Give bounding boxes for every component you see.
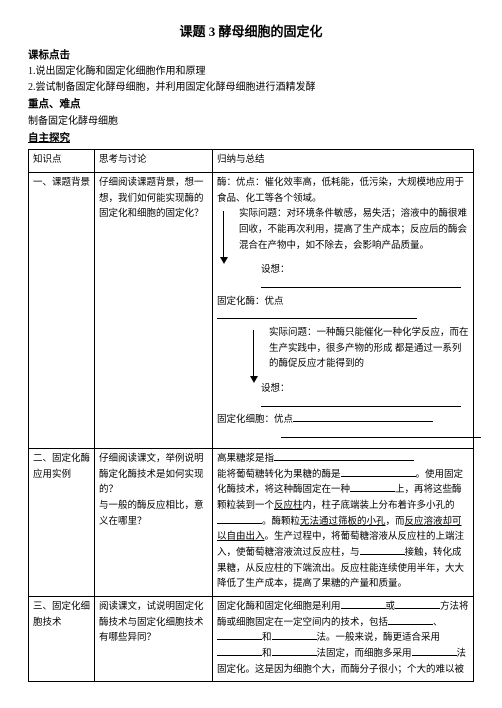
r3c3-a-pre: 固定化酶和固定化细胞是利用 [217, 602, 341, 612]
r3c3-wrap: 固定化酶和固定化细胞是利用或方法将酶或细胞固定在一定空间内的技术，包括、和法。一… [217, 600, 469, 678]
arrow-1 [223, 211, 224, 257]
blank-8 [350, 484, 395, 493]
blank-15 [272, 632, 317, 641]
r3-c2: 阅读课文，试说明固定化酶技术与固定化细胞技术有哪些异同？ [95, 596, 213, 681]
r1c3-l1: 酶：优点：催化效率高，低耗能，低污染，大规模地应用于食品、化工等各个领域。 [217, 176, 469, 207]
heading-zdnd: 重点、难点 [28, 97, 474, 113]
blank-7 [341, 468, 416, 477]
table-row-3: 三、固定化细胞技术 阅读课文，试说明固定化酶技术与固定化细胞技术有哪些异同？ 固… [29, 596, 474, 681]
r3c3-c-post: 法固定，而细胞多采用 [317, 649, 412, 659]
r2c2-a: 仔细阅读课文，举例说明酶定化酶技术是如何实现的？ [99, 452, 208, 499]
kebiao-item-2: 2.尝试制备固定化酵母细胞，并利用固定化酵母细胞进行酒精发酵 [28, 80, 474, 96]
r2c2-b: 与一般的酶反应相比，意义在哪里？ [99, 499, 208, 530]
table-row-1: 一、课题背景 仔细阅读课题背景，想一想，我们如何能实现酶的固定化和细胞的固定化？… [29, 173, 474, 449]
r2c3-c-u2: 无法通过筛板的小孔 [300, 517, 386, 527]
r3c3-b-mid1: 和 [262, 633, 272, 643]
blank-10 [360, 546, 405, 555]
r2c3-a-wrap: 高果糖浆是指 [217, 452, 469, 468]
blank-11 [341, 600, 386, 609]
blank-16 [217, 647, 262, 656]
r1c3-l5-label: 实际问题： [269, 328, 317, 338]
blank-14 [217, 632, 262, 641]
header-c1: 知识点 [29, 150, 95, 173]
r1c3-l3-wrap: 设想： [217, 263, 469, 294]
r1c3-l4-wrap: 固定化酶：优点 [217, 295, 469, 326]
blank-2 [217, 311, 417, 320]
zdnd-text: 制备固定化酵母细胞 [28, 114, 474, 130]
blank-9 [217, 515, 262, 524]
r1c3-l7-wrap: 固定化细胞：优点 [217, 413, 469, 429]
blank-3 [261, 398, 461, 407]
r1-c2: 仔细阅读课题背景，想一想，我们如何能实现酶的固定化和细胞的固定化？ [95, 173, 213, 449]
heading-kebiao: 课标点击 [28, 48, 474, 64]
r2c3-c-post2: ，而 [386, 517, 405, 527]
r2-c3: 高果糖浆是指 能将葡萄糖转化为果糖的酶是。使用固定化酶技术，将这种酶固定在一种上… [213, 448, 474, 596]
r1-c1: 一、课题背景 [29, 173, 95, 449]
r2c3-a: 高果糖浆是指 [217, 454, 274, 464]
r1c3-l6: 设想： [261, 384, 290, 394]
blank-12 [395, 600, 440, 609]
r2-c1: 二、固定化酶应用实例 [29, 448, 95, 596]
blank-13 [388, 616, 433, 625]
r2c3-b-wrap: 能将葡萄糖转化为果糖的酶是。使用固定化酶技术，将这种酶固定在一种上，再将这些酶颗… [217, 468, 469, 593]
heading-zztj: 自主探究 [28, 131, 474, 147]
r2c3-c-u: 反应柱 [274, 501, 303, 511]
blank-18 [412, 647, 457, 656]
blank-17 [272, 647, 317, 656]
arrow-head-2 [250, 376, 258, 383]
r3-c3: 固定化酶和固定化细胞是利用或方法将酶或细胞固定在一定空间内的技术，包括、和法。一… [213, 596, 474, 681]
blank-6 [274, 452, 414, 461]
main-table: 知识点 思考与讨论 归纳与总结 一、课题背景 仔细阅读课题背景，想一想，我们如何… [28, 149, 474, 682]
header-c2: 思考与讨论 [95, 150, 213, 173]
r1c3-blank-row [217, 429, 469, 445]
r2c3-b-pre: 能将葡萄糖转化为果糖的酶是 [217, 470, 341, 480]
r1c3-l3: 设想： [261, 265, 290, 275]
r3c3-a-mid: 或 [386, 602, 396, 612]
header-c3: 归纳与总结 [213, 150, 474, 173]
arrow-2 [253, 330, 254, 376]
blank-5 [281, 430, 481, 439]
r1c3-l7: 固定化细胞：优点 [217, 415, 293, 425]
r2-c2: 仔细阅读课文，举例说明酶定化酶技术是如何实现的？ 与一般的酶反应相比，意义在哪里… [95, 448, 213, 596]
table-row-2: 二、固定化酶应用实例 仔细阅读课文，举例说明酶定化酶技术是如何实现的？ 与一般的… [29, 448, 474, 596]
r1c3-l2-label: 实际问题： [239, 209, 287, 219]
r1-c3: 酶：优点：催化效率高，低耗能，低污染，大规模地应用于食品、化工等各个领域。 实际… [213, 173, 474, 449]
r3c3-c-mid1: 和 [262, 649, 272, 659]
r1c3-l4: 固定化酶：优点 [217, 297, 284, 307]
blank-1 [261, 280, 461, 289]
table-header-row: 知识点 思考与讨论 归纳与总结 [29, 150, 474, 173]
r3c3-b-mid2: 法。一般来说，酶更适合采用 [317, 633, 441, 643]
kebiao-item-1: 1.说出固定化酶和固定化细胞作用和原理 [28, 64, 474, 80]
page-title: 课题 3 酵母细胞的固定化 [28, 22, 474, 42]
r3-c1: 三、固定化细胞技术 [29, 596, 95, 681]
r2c3-c-post: 。酶颗粒 [262, 517, 300, 527]
blank-4 [293, 414, 433, 423]
r2c3-c-mid: 内，柱子底端装上分布着许多小孔的 [303, 501, 455, 511]
arrow-head-1 [220, 257, 228, 264]
r1c3-l6-wrap: 设想： [217, 382, 469, 413]
